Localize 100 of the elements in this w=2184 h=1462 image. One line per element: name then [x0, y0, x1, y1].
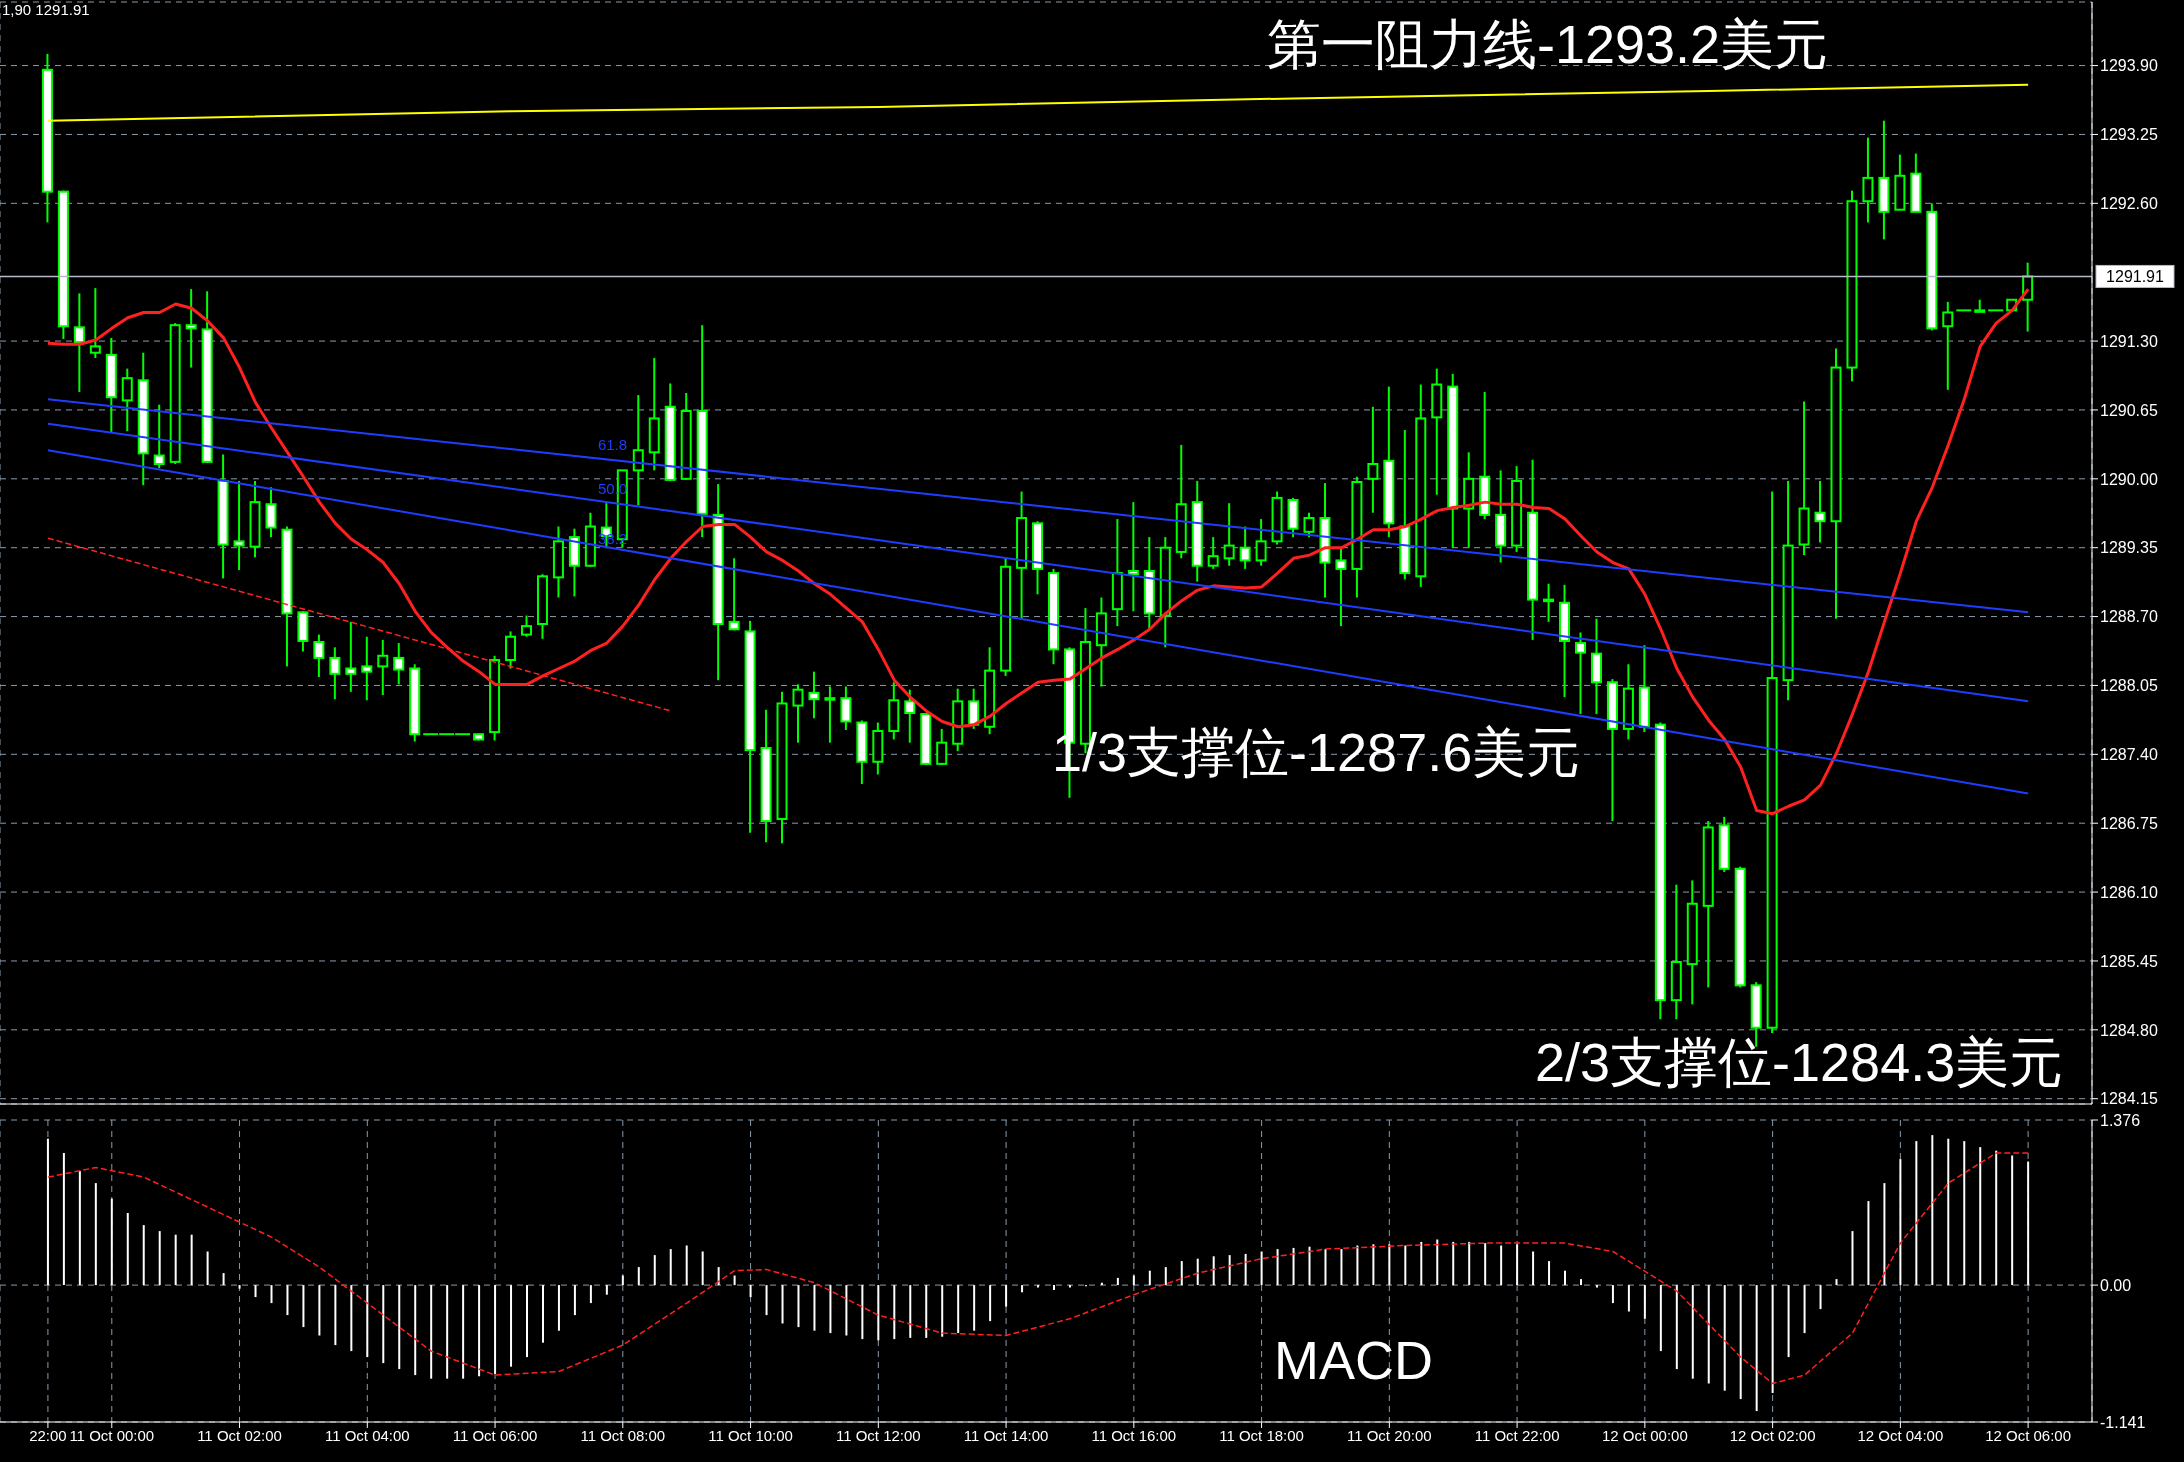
- candlestick: [73, 292, 85, 393]
- bar: [797, 1285, 800, 1328]
- bar: [1883, 1183, 1886, 1286]
- bar: [430, 1285, 433, 1379]
- bar: [222, 1273, 225, 1286]
- bar: [350, 1285, 353, 1352]
- bar: [1851, 1231, 1854, 1286]
- candlestick: [1303, 511, 1315, 539]
- x-tick-label: 12 Oct 00:00: [1601, 1426, 1688, 1444]
- bar: [1963, 1141, 1966, 1286]
- y-tick-label: 1288.70: [2100, 608, 2158, 626]
- bar: [957, 1285, 960, 1334]
- bar: [605, 1285, 608, 1295]
- line-series: [47, 1152, 2029, 1385]
- annotation: 2/3支撑位-1284.3美元: [1535, 1032, 2064, 1092]
- bar: [1755, 1285, 1758, 1412]
- bar: [494, 1285, 497, 1374]
- bar: [685, 1245, 688, 1286]
- y-tick-label: 1285.45: [2100, 952, 2158, 970]
- bar: [1979, 1147, 1982, 1286]
- x-tick-label: 12 Oct 02:00: [1729, 1426, 1816, 1444]
- bar: [1276, 1249, 1279, 1286]
- bar: [1324, 1249, 1327, 1286]
- bar: [94, 1183, 97, 1286]
- x-tick-label: 11 Oct 14:00: [963, 1426, 1049, 1444]
- bar: [1196, 1258, 1199, 1286]
- candlestick: [505, 630, 517, 670]
- y-tick-label: 1286.10: [2100, 883, 2158, 901]
- bar: [845, 1285, 848, 1336]
- y-tick-label: 1293.25: [2100, 126, 2158, 144]
- bar: [286, 1285, 289, 1316]
- x-tick-label: 11 Oct 06:00: [452, 1426, 538, 1444]
- x-tick-label: 11 Oct 10:00: [708, 1426, 793, 1444]
- x-tick-label: 12 Oct 04:00: [1857, 1426, 1944, 1444]
- bar: [1180, 1261, 1183, 1286]
- candlestick: [1862, 136, 1874, 224]
- candlestick: [185, 288, 197, 369]
- candlestick: [1335, 546, 1347, 628]
- x-tick-label: 11 Oct 16:00: [1091, 1426, 1177, 1444]
- bar: [1484, 1243, 1487, 1286]
- bar: [573, 1285, 576, 1316]
- bar: [1611, 1285, 1614, 1304]
- bar: [1659, 1285, 1662, 1352]
- candlestick: [1255, 518, 1267, 567]
- x-tick-label: 22:00: [29, 1426, 67, 1444]
- y-tick-label: 1286.75: [2100, 814, 2158, 832]
- bar: [589, 1285, 592, 1304]
- bar: [1947, 1138, 1950, 1286]
- y-tick-label: 1290.65: [2100, 401, 2158, 419]
- bar: [1867, 1201, 1870, 1286]
- bar: [1436, 1239, 1439, 1286]
- line-series: [46, 83, 2030, 122]
- bar: [1340, 1249, 1343, 1286]
- x-tick-label: 11 Oct 18:00: [1219, 1426, 1304, 1444]
- bar: [366, 1285, 369, 1358]
- bar: [1292, 1247, 1295, 1286]
- annotation: 1,90 1291.91: [2, 1, 90, 18]
- x-tick-label: 12 Oct 06:00: [1985, 1426, 2072, 1444]
- bar: [1723, 1285, 1726, 1391]
- candlestick: [792, 683, 804, 744]
- bar: [1452, 1241, 1455, 1286]
- bar: [190, 1234, 193, 1286]
- bar: [1356, 1245, 1359, 1286]
- bar: [1532, 1251, 1535, 1286]
- bar: [158, 1231, 161, 1286]
- candlestick: [728, 557, 740, 632]
- x-tick-label: 11 Oct 08:00: [580, 1426, 666, 1444]
- candlestick: [632, 394, 644, 507]
- bar: [1420, 1241, 1423, 1286]
- bar: [973, 1285, 976, 1331]
- bar: [765, 1285, 768, 1316]
- candlestick: [329, 646, 341, 701]
- bar: [733, 1275, 736, 1286]
- bar: [1564, 1270, 1567, 1286]
- x-tick-label: 11 Oct 02:00: [197, 1426, 282, 1444]
- bar: [1148, 1270, 1151, 1286]
- candlestick: [313, 633, 325, 678]
- annotation: 第一阻力线-1293.2美元: [1267, 14, 1829, 74]
- bar: [238, 1285, 241, 1289]
- candlestick: [1814, 479, 1826, 544]
- bar: [541, 1285, 544, 1343]
- bar: [414, 1285, 417, 1376]
- bar: [989, 1285, 992, 1322]
- candlestick: [1942, 300, 1954, 391]
- bar: [749, 1285, 752, 1298]
- bar: [941, 1285, 944, 1337]
- bar: [110, 1198, 113, 1286]
- bar: [861, 1285, 864, 1340]
- bar: [206, 1251, 209, 1286]
- x-tick-label: 11 Oct 20:00: [1346, 1426, 1432, 1444]
- ref-line-label: 1291.91: [2106, 268, 2165, 286]
- bar: [142, 1225, 145, 1286]
- bar: [1244, 1253, 1247, 1286]
- candlestick: [345, 620, 357, 693]
- candlestick: [904, 688, 916, 744]
- bar: [46, 1138, 49, 1286]
- candlestick: [1367, 405, 1379, 514]
- bar: [637, 1267, 640, 1286]
- bar: [1260, 1251, 1263, 1286]
- y-tick-label: 1288.05: [2100, 677, 2158, 695]
